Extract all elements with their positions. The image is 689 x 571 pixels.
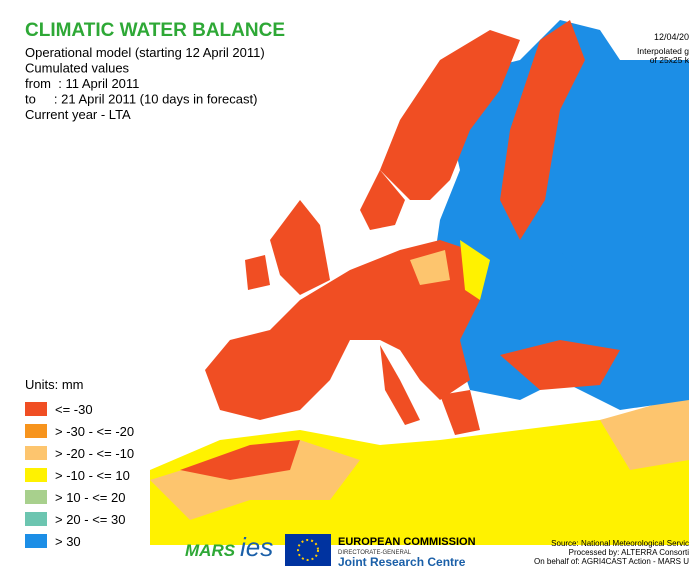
- source-line: On behalf of: AGRI4CAST Action - MARS U: [534, 557, 689, 566]
- source-line: Source: National Meteorological Servic: [551, 539, 689, 548]
- source-line: Processed by: ALTERRA Consorti: [569, 548, 689, 557]
- legend-label: > -20 - <= -10: [55, 446, 134, 461]
- legend-swatch: [25, 512, 47, 526]
- legend-swatch: [25, 490, 47, 504]
- legend-label: > 30: [55, 534, 81, 549]
- britain: [270, 200, 330, 295]
- greece: [440, 390, 480, 435]
- ec-name: EUROPEAN COMMISSION: [338, 536, 476, 548]
- ies-logo: ies: [240, 532, 273, 562]
- legend-label: > 20 - <= 30: [55, 512, 125, 527]
- legend-swatch: [25, 402, 47, 416]
- jrc: Joint Research Centre: [338, 555, 466, 569]
- legend-label: > 10 - <= 20: [55, 490, 125, 505]
- legend-label: > -10 - <= 10: [55, 468, 130, 483]
- legend-swatch: [25, 534, 47, 548]
- legend-swatch: [25, 424, 47, 438]
- title: CLIMATIC WATER BALANCE: [25, 20, 285, 41]
- legend-swatch: [25, 468, 47, 482]
- top-right-text: 12/04/20: [654, 32, 689, 42]
- legend-title: Units: mm: [25, 377, 84, 392]
- legend-label: > -30 - <= -20: [55, 424, 134, 439]
- eu-flag: [285, 534, 331, 566]
- ireland: [245, 255, 270, 290]
- subtitle-line: from : 11 April 2011: [25, 76, 139, 91]
- legend: Units: mm <= -30 > -30 - <= -20 > -20 - <= …: [25, 377, 134, 549]
- subtitle-line: Operational model (starting 12 April 201…: [25, 45, 265, 60]
- subtitle-line: Current year - LTA: [25, 107, 131, 122]
- legend-label: <= -30: [55, 402, 93, 417]
- subtitle-line: to : 21 April 2011 (10 days in forecast): [25, 92, 257, 107]
- legend-swatch: [25, 446, 47, 460]
- top-right-text: of 25x25 k: [650, 55, 689, 65]
- map-page: Units: mm <= -30 > -30 - <= -20 > -20 - <= …: [0, 0, 689, 571]
- mars-logo: MARS: [185, 541, 236, 560]
- subtitle-line: Cumulated values: [25, 61, 130, 76]
